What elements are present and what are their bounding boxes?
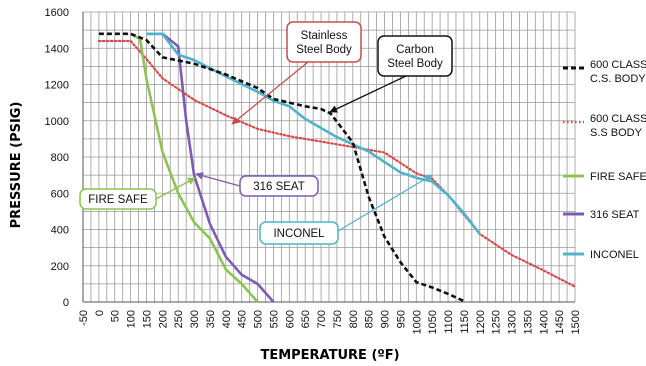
series-line-600-class-c-s-body — [98, 32, 465, 303]
y-tick-label: 600 — [51, 188, 69, 200]
x-tick-label: 550 — [268, 310, 280, 328]
legend-label-fire-safe: FIRE SAFE — [590, 171, 646, 183]
x-tick-label: 50 — [110, 310, 122, 322]
callout-arrow-inconel — [337, 174, 433, 232]
x-tick-label: 950 — [395, 310, 407, 328]
callout-text-fire-safe: FIRE SAFE — [88, 194, 148, 206]
x-tick-label: 650 — [300, 310, 312, 328]
x-tick-label: 900 — [380, 310, 392, 328]
legend-label-inconel: INCONEL — [590, 249, 639, 261]
y-tick-label: 1000 — [45, 116, 69, 128]
x-tick-label: 500 — [253, 310, 265, 328]
x-tick-label: 600 — [284, 310, 296, 328]
legend-label-600-class-s-s-body: 600 CLASS — [590, 113, 646, 125]
callout-arrow-600-class-c-s-body — [329, 75, 407, 113]
x-axis-title: TEMPERATURE (ºF) — [260, 348, 399, 363]
x-tick-label: 1200 — [475, 310, 487, 334]
x-tick-label: 1050 — [427, 310, 439, 334]
series-line-600-class-s-s-body — [97, 39, 577, 288]
series-line-fire-safe — [129, 32, 259, 303]
y-tick-label: 400 — [51, 225, 69, 237]
chart-series — [97, 32, 577, 303]
callout-text-inconel: INCONEL — [273, 228, 325, 240]
x-tick-label: 1450 — [554, 310, 566, 334]
x-tick-label: 1300 — [507, 310, 519, 334]
legend-label-600-class-c-s-body: 600 CLASS — [590, 59, 646, 71]
callout-arrow-fire-safe — [155, 177, 196, 200]
callout-text-316-seat: 316 SEAT — [253, 181, 305, 193]
x-tick-label: 0 — [94, 310, 106, 316]
x-tick-label: 100 — [126, 310, 138, 328]
y-tick-label: 800 — [51, 152, 69, 164]
y-tick-label: 1600 — [45, 7, 69, 19]
callout-box-inconel — [259, 221, 339, 245]
x-tick-label: 1400 — [538, 310, 550, 334]
x-tick-label: 1500 — [570, 310, 582, 334]
chart-grid — [82, 11, 576, 303]
x-tick-label: 200 — [157, 310, 169, 328]
callout-box-fire-safe — [79, 188, 157, 210]
x-tick-label: 350 — [205, 310, 217, 328]
x-tick-label: 400 — [221, 310, 233, 328]
callout-text-600-class-c-s-body: Steel Body — [387, 58, 443, 70]
x-tick-label: 1000 — [411, 310, 423, 334]
x-tick-label: 300 — [189, 310, 201, 328]
legend-label-600-class-c-s-body: C.S. BODY — [590, 73, 646, 85]
x-tick-label: 700 — [316, 310, 328, 328]
y-axis-title: PRESSURE (PSIG) — [9, 102, 24, 229]
x-tick-label: 250 — [173, 310, 185, 328]
callout-text-600-class-c-s-body: Carbon — [396, 44, 434, 56]
callout-box-316-seat — [239, 175, 319, 197]
callout-arrow-600-class-s-s-body — [231, 61, 309, 125]
y-tick-label: 1400 — [45, 43, 69, 55]
x-tick-label: 450 — [237, 310, 249, 328]
x-tick-label: 150 — [141, 310, 153, 328]
y-tick-label: 200 — [51, 261, 69, 273]
chart-annotations: Stainless Steel Body Carbon Steel Body 316 S… — [79, 21, 453, 245]
legend-label-316-seat: 316 SEAT — [590, 209, 640, 221]
x-tick-label: 750 — [332, 310, 344, 328]
x-tick-label: 1250 — [491, 310, 503, 334]
legend-label-600-class-s-s-body: S.S BODY — [590, 127, 643, 139]
x-tick-label: 850 — [364, 310, 376, 328]
callout-text-600-class-s-s-body: Stainless — [301, 30, 348, 42]
x-tick-label: 1150 — [459, 310, 471, 334]
callout-box-600-class-s-s-body — [286, 21, 362, 63]
series-line-316-seat — [146, 32, 275, 303]
x-tick-label: 1100 — [443, 310, 455, 334]
y-tick-label: 1200 — [45, 80, 69, 92]
callout-box-600-class-c-s-body — [377, 35, 453, 77]
x-tick-label: 800 — [348, 310, 360, 328]
callout-text-600-class-s-s-body: Steel Body — [296, 44, 352, 56]
series-line-inconel — [146, 32, 481, 235]
callout-arrow-316-seat — [195, 172, 241, 187]
x-tick-label: -50 — [78, 310, 90, 326]
chart-legend: 600 CLASS C.S. BODY 600 CLASS S.S BODY FIRE … — [563, 59, 646, 261]
x-tick-label: 1350 — [522, 310, 534, 334]
y-tick-label: 0 — [63, 297, 69, 309]
